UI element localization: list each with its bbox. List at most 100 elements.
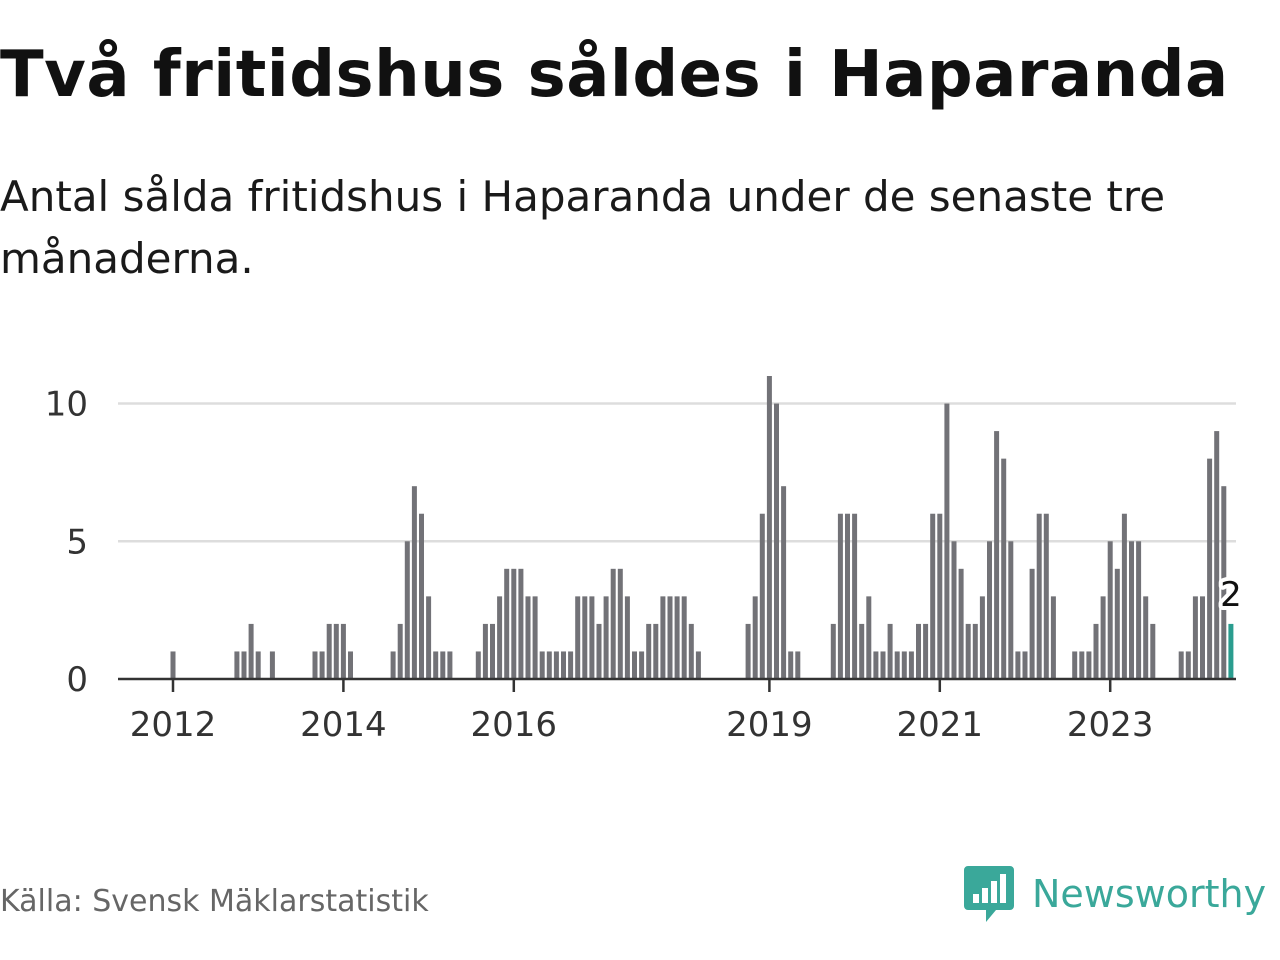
bar <box>170 651 176 679</box>
bar <box>958 568 964 679</box>
x-tick-label: 2014 <box>300 705 387 745</box>
y-tick-label: 10 <box>45 385 88 425</box>
bar <box>1178 651 1184 679</box>
bar <box>1093 623 1099 679</box>
bar <box>852 513 858 679</box>
bar <box>1079 651 1085 679</box>
bar <box>411 486 417 679</box>
bar <box>546 651 552 679</box>
bar <box>873 651 879 679</box>
bar <box>1192 596 1198 679</box>
bar <box>1143 596 1149 679</box>
bar <box>525 596 531 679</box>
bar <box>440 651 446 679</box>
bar <box>880 651 886 679</box>
newsworthy-logo[interactable]: Newsworthy <box>964 864 1266 924</box>
bar <box>433 651 439 679</box>
bar <box>624 596 630 679</box>
bar <box>1185 651 1191 679</box>
x-tick-label: 2016 <box>471 705 558 745</box>
bar <box>568 651 574 679</box>
bar <box>987 541 992 679</box>
bar <box>866 596 872 679</box>
bar <box>241 651 247 679</box>
bar <box>688 623 694 679</box>
bar <box>937 513 943 679</box>
bar <box>887 623 893 679</box>
bar <box>1050 596 1056 679</box>
bar <box>994 431 1000 679</box>
bar <box>497 596 503 679</box>
bar <box>447 651 453 679</box>
bar <box>1214 431 1220 679</box>
x-tick-label: 2019 <box>726 705 813 745</box>
bar <box>617 568 623 679</box>
highlight-value-label: 2 <box>1220 575 1242 615</box>
bar <box>539 651 545 679</box>
bar <box>234 651 240 679</box>
bar <box>639 651 645 679</box>
bar <box>1129 541 1134 679</box>
bar <box>1207 458 1213 679</box>
bar <box>255 651 261 679</box>
chart-subtitle: Antal sålda fritidshus i Haparanda under… <box>0 172 1166 283</box>
x-tick-label: 2012 <box>130 705 217 745</box>
bar <box>553 651 559 679</box>
bar <box>1107 541 1113 679</box>
bar <box>475 651 481 679</box>
bar <box>837 513 843 679</box>
bar <box>695 651 701 679</box>
bar <box>930 513 936 679</box>
bar <box>752 596 758 679</box>
bar <box>944 403 950 679</box>
bar <box>426 596 432 679</box>
bar <box>745 623 751 679</box>
bar <box>1072 651 1078 679</box>
bar <box>561 651 566 679</box>
bar <box>312 651 318 679</box>
bar <box>979 596 985 679</box>
bar <box>1036 513 1042 679</box>
bar <box>1121 513 1127 679</box>
bar <box>319 651 325 679</box>
bar <box>1100 596 1106 679</box>
source-note: Källa: Svensk Mäklarstatistik <box>0 884 429 919</box>
bar <box>390 651 396 679</box>
bar <box>511 568 517 679</box>
bar <box>1043 513 1049 679</box>
bar <box>795 651 801 679</box>
bar <box>348 651 353 679</box>
bar <box>653 623 659 679</box>
bar <box>326 623 332 679</box>
x-tick-label: 2021 <box>897 705 984 745</box>
bar <box>610 568 616 679</box>
bar <box>248 623 254 679</box>
bar <box>269 651 275 679</box>
bar <box>781 486 787 679</box>
bar <box>908 651 914 679</box>
bar <box>1086 651 1092 679</box>
bar-chart-logo-icon <box>964 866 1014 922</box>
bar <box>965 623 971 679</box>
bar <box>667 596 673 679</box>
bar <box>845 513 850 679</box>
bar <box>333 623 339 679</box>
bar <box>589 596 595 679</box>
bar <box>404 541 410 679</box>
bar <box>1221 486 1227 679</box>
bar <box>596 623 602 679</box>
bar <box>951 541 957 679</box>
bar <box>340 623 346 679</box>
bar <box>681 596 687 679</box>
bar <box>1029 568 1035 679</box>
bar <box>419 513 424 679</box>
highlighted-bar <box>1228 623 1234 679</box>
bar <box>788 651 794 679</box>
bar <box>660 596 666 679</box>
bar <box>1008 541 1014 679</box>
bar <box>1136 541 1142 679</box>
bar <box>504 568 510 679</box>
bar <box>774 403 779 679</box>
y-tick-label: 5 <box>66 522 88 562</box>
bar <box>490 623 495 679</box>
